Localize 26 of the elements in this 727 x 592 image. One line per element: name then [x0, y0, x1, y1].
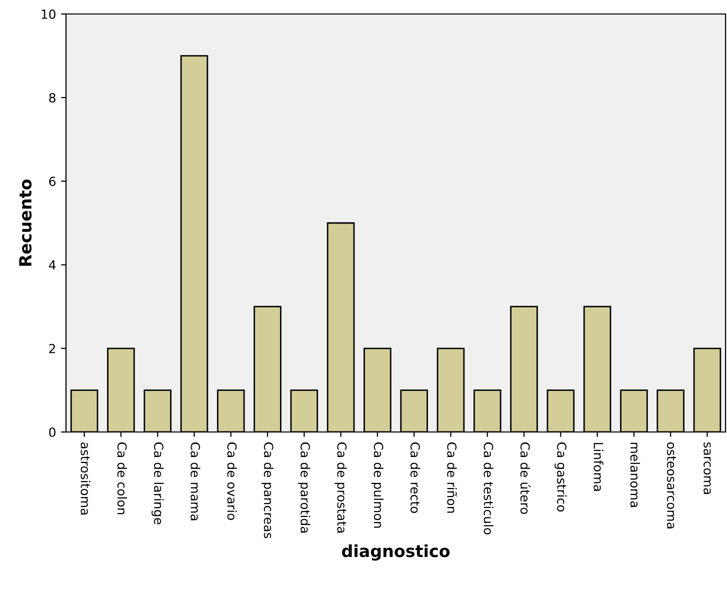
x-tick-label: Ca de pulmon: [371, 442, 384, 528]
x-tick-label: osteosarcoma: [666, 442, 676, 528]
x-tick-label: Ca de ovario: [227, 442, 237, 520]
x-tick-label: Linfoma: [594, 442, 604, 491]
y-tick-label: 8: [49, 93, 56, 103]
x-tick-label: sarcoma: [704, 442, 711, 494]
x-tick-label: Ca de testiculo: [484, 442, 494, 534]
y-tick-label: 2: [49, 344, 56, 354]
x-tick-label: melanoma: [630, 442, 640, 507]
x-tick-label: Ca gastrico: [554, 442, 567, 512]
y-axis-title: Recuento: [19, 179, 32, 266]
x-axis-title: diagnostico: [342, 544, 450, 561]
x-tick-label: astrositoma: [80, 442, 90, 515]
y-tick-label: 4: [48, 260, 56, 270]
x-tick-label: Ca de útero: [520, 442, 531, 514]
x-tick-label: Ca de mama: [190, 442, 200, 520]
x-tick-label: Ca de colon: [117, 442, 128, 514]
x-tick-label: Ca de recto: [410, 442, 420, 513]
y-tick-label: 10: [42, 9, 56, 19]
y-tick-label: 6: [49, 176, 56, 186]
x-tick-label: Ca de pancreas: [261, 442, 274, 538]
x-tick-label: Ca de riñon: [447, 442, 457, 513]
y-tick-label: 0: [49, 427, 56, 437]
x-tick-label: Ca de parotida: [298, 442, 310, 533]
x-tick-label: Ca de prostata: [334, 442, 347, 533]
x-tick-label: Ca de laringe: [152, 442, 164, 524]
